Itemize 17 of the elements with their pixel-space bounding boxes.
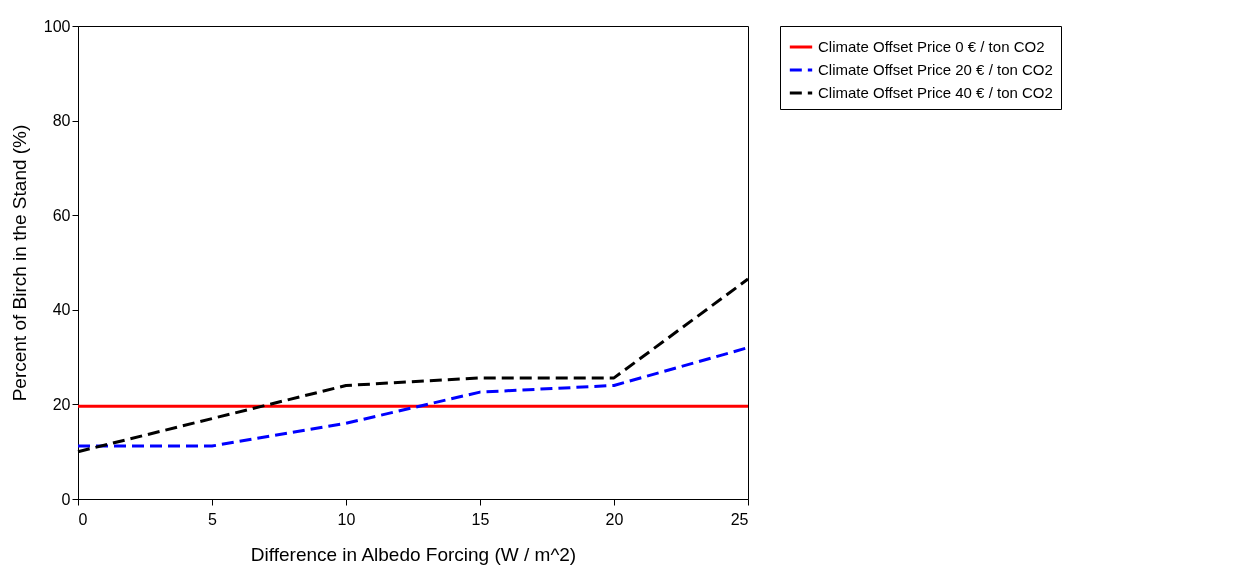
x-tick-label: 0 — [78, 510, 88, 528]
legend-label: Climate Offset Price 40 € / ton CO2 — [818, 84, 1053, 101]
legend-label: Climate Offset Price 0 € / ton CO2 — [818, 38, 1045, 55]
x-tick-label: 15 — [471, 510, 490, 528]
y-tick-label: 100 — [43, 17, 71, 35]
y-axis-title: Percent of Birch in the Stand (%) — [8, 124, 30, 402]
y-tick-label: 0 — [61, 490, 71, 508]
y-tick-label: 60 — [52, 206, 71, 224]
y-tick-label: 40 — [52, 301, 71, 319]
x-tick-label: 20 — [605, 510, 624, 528]
x-tick-label: 25 — [730, 510, 749, 528]
x-axis-title: Difference in Albedo Forcing (W / m^2) — [250, 543, 577, 565]
legend-label: Climate Offset Price 20 € / ton CO2 — [818, 61, 1053, 78]
x-tick-label: 10 — [337, 510, 356, 528]
x-tick-label: 5 — [208, 510, 218, 528]
y-tick-label: 20 — [52, 395, 71, 413]
y-tick-label: 80 — [52, 112, 71, 130]
